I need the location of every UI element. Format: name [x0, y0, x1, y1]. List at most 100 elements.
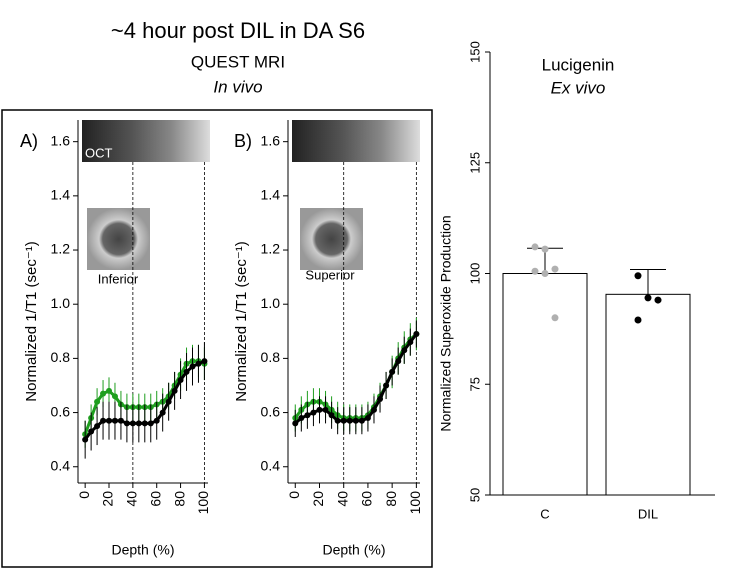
data-point	[94, 423, 101, 430]
data-point	[189, 363, 196, 370]
data-point	[531, 243, 539, 251]
data-point	[129, 420, 136, 427]
data-point	[364, 414, 371, 421]
y-tick-label: 1.2	[51, 241, 71, 257]
data-point	[310, 409, 317, 416]
y-axis-label: Normalized 1/T1 (sec⁻¹)	[233, 241, 250, 401]
y-tick-label: 0.8	[51, 349, 71, 365]
data-point	[401, 347, 408, 354]
data-point	[541, 245, 549, 253]
data-point	[346, 417, 353, 424]
data-point	[304, 412, 311, 419]
x-tick-label: 0	[286, 491, 302, 499]
data-point	[201, 358, 208, 365]
data-point	[358, 417, 365, 424]
image-label: OCT	[85, 145, 113, 160]
data-point	[153, 417, 160, 424]
x-tick-label: C	[540, 506, 549, 521]
data-point	[340, 417, 347, 424]
panel-label: B)	[234, 131, 252, 151]
data-point	[352, 417, 359, 424]
data-point	[389, 368, 396, 375]
data-point	[141, 420, 148, 427]
x-tick-label: DIL	[638, 506, 658, 521]
data-point	[654, 296, 662, 304]
x-axis-label: Depth (%)	[111, 542, 174, 558]
data-point	[111, 393, 118, 400]
data-point	[183, 368, 190, 375]
data-point	[322, 406, 329, 413]
x-tick-label: 60	[359, 491, 375, 507]
x-tick-label: 100	[407, 491, 423, 515]
data-point	[177, 377, 184, 384]
data-point	[541, 270, 549, 277]
y-tick-label: 1.4	[261, 187, 281, 203]
data-point	[135, 420, 142, 427]
data-point	[298, 414, 305, 421]
data-point	[100, 390, 107, 397]
data-point	[395, 358, 402, 365]
data-point	[165, 398, 172, 405]
y-tick-label: 150	[467, 41, 482, 63]
x-tick-label: 80	[171, 491, 187, 507]
panel-frame	[1, 109, 433, 568]
data-point	[82, 436, 89, 443]
data-point	[531, 267, 539, 275]
y-tick-label: 50	[467, 488, 482, 502]
data-point	[106, 417, 113, 424]
data-point	[551, 314, 559, 322]
y-tick-label: 75	[467, 377, 482, 391]
x-tick-label: 100	[195, 491, 211, 515]
x-axis-label: Depth (%)	[322, 542, 385, 558]
data-point	[328, 412, 335, 419]
subtitle: QUEST MRI	[191, 52, 285, 71]
y-tick-label: 1.4	[51, 187, 71, 203]
bar	[605, 293, 691, 496]
eye-inset	[87, 208, 150, 270]
data-point	[316, 406, 323, 413]
chart-subtitle: Ex vivo	[551, 78, 606, 97]
data-point	[377, 396, 384, 403]
y-axis-label: Normalized 1/T1 (sec⁻¹)	[23, 241, 40, 401]
y-tick-label: 1.6	[51, 132, 71, 148]
data-point	[551, 265, 559, 273]
y-tick-label: 0.8	[261, 349, 281, 365]
y-axis-label: Normalized Superoxide Production	[438, 215, 454, 431]
y-tick-label: 0.4	[261, 457, 281, 473]
data-point	[88, 428, 95, 435]
y-tick-label: 1.6	[261, 132, 281, 148]
data-point	[147, 420, 154, 427]
data-point	[292, 420, 299, 427]
inset-label: Inferior	[98, 271, 139, 286]
x-tick-label: 40	[124, 491, 140, 507]
x-tick-label: 20	[310, 491, 326, 507]
data-point	[117, 417, 124, 424]
x-tick-label: 20	[100, 491, 116, 507]
inset-label: Superior	[305, 267, 355, 282]
y-tick-label: 1.0	[51, 295, 71, 311]
x-tick-label: 0	[76, 491, 92, 499]
figure-title: ~4 hour post DIL in DA S6	[111, 18, 365, 43]
data-point	[634, 272, 642, 280]
y-tick-label: 100	[467, 263, 482, 285]
data-point	[334, 417, 341, 424]
data-point	[171, 387, 178, 394]
bar	[502, 273, 588, 496]
eye-inset	[300, 208, 363, 270]
data-point	[159, 409, 166, 416]
data-point	[111, 417, 118, 424]
data-point	[94, 398, 101, 405]
panel-label: A)	[20, 131, 38, 151]
data-point	[370, 406, 377, 413]
oct-image	[82, 120, 210, 162]
oct-image	[292, 120, 420, 162]
y-tick-label: 0.6	[51, 403, 71, 419]
data-point	[644, 294, 652, 302]
data-point	[195, 360, 202, 367]
y-tick-label: 125	[467, 152, 482, 174]
data-point	[123, 420, 130, 427]
data-point	[383, 382, 390, 389]
y-tick-label: 0.4	[51, 457, 71, 473]
data-point	[413, 331, 420, 338]
